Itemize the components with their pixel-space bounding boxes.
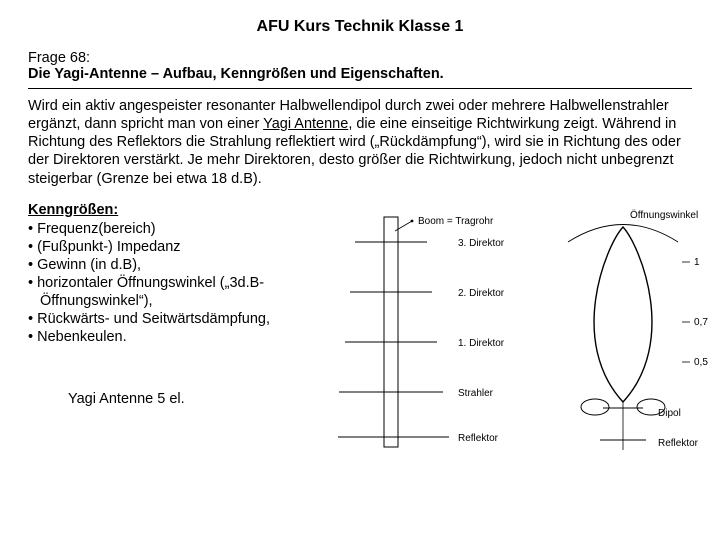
svg-text:1: 1 [694, 257, 700, 268]
question-title: Die Yagi-Antenne – Aufbau, Kenngrößen un… [28, 66, 692, 82]
separator [28, 88, 692, 89]
svg-text:1. Direktor: 1. Direktor [458, 338, 505, 349]
svg-text:Boom = Tragrohr: Boom = Tragrohr [418, 216, 494, 227]
svg-text:Öffnungswinkel: Öffnungswinkel [630, 209, 698, 221]
kenngroessen-heading: Kenngrößen: [28, 202, 328, 218]
left-column: Kenngrößen: Frequenz(bereich) (Fußpunkt-… [28, 202, 328, 457]
svg-text:Reflektor: Reflektor [658, 438, 699, 449]
page-title: AFU Kurs Technik Klasse 1 [28, 18, 692, 36]
question-number: Frage 68: [28, 50, 692, 66]
svg-text:Dipol: Dipol [658, 408, 681, 419]
svg-text:0,707: 0,707 [694, 317, 708, 328]
list-item: Gewinn (in d.B), [28, 256, 328, 274]
list-item: Rückwärts- und Seitwärtsdämpfung, [28, 310, 328, 328]
svg-text:2. Direktor: 2. Direktor [458, 288, 505, 299]
list-item: (Fußpunkt-) Impedanz [28, 238, 328, 256]
svg-text:Strahler: Strahler [458, 388, 494, 399]
list-item: horizontaler Öffnungswinkel („3d.B-Öffnu… [28, 274, 328, 310]
svg-text:3. Direktor: 3. Direktor [458, 238, 505, 249]
kenngroessen-list: Frequenz(bereich) (Fußpunkt-) Impedanz G… [28, 220, 328, 347]
list-item: Nebenkeulen. [28, 328, 328, 346]
svg-text:Reflektor: Reflektor [458, 433, 499, 444]
yagi-caption: Yagi Antenne 5 el. [68, 391, 328, 407]
main-paragraph: Wird ein aktiv angespeister resonanter H… [28, 97, 692, 188]
right-column: 3. Direktor 2. Direktor 1. Direktor Strahle… [338, 202, 708, 457]
svg-text:0,5: 0,5 [694, 357, 708, 368]
yagi-link-text: Yagi Antenne [263, 116, 348, 132]
list-item: Frequenz(bereich) [28, 220, 328, 238]
diagram-svg: 3. Direktor 2. Direktor 1. Direktor Strahle… [338, 202, 708, 457]
